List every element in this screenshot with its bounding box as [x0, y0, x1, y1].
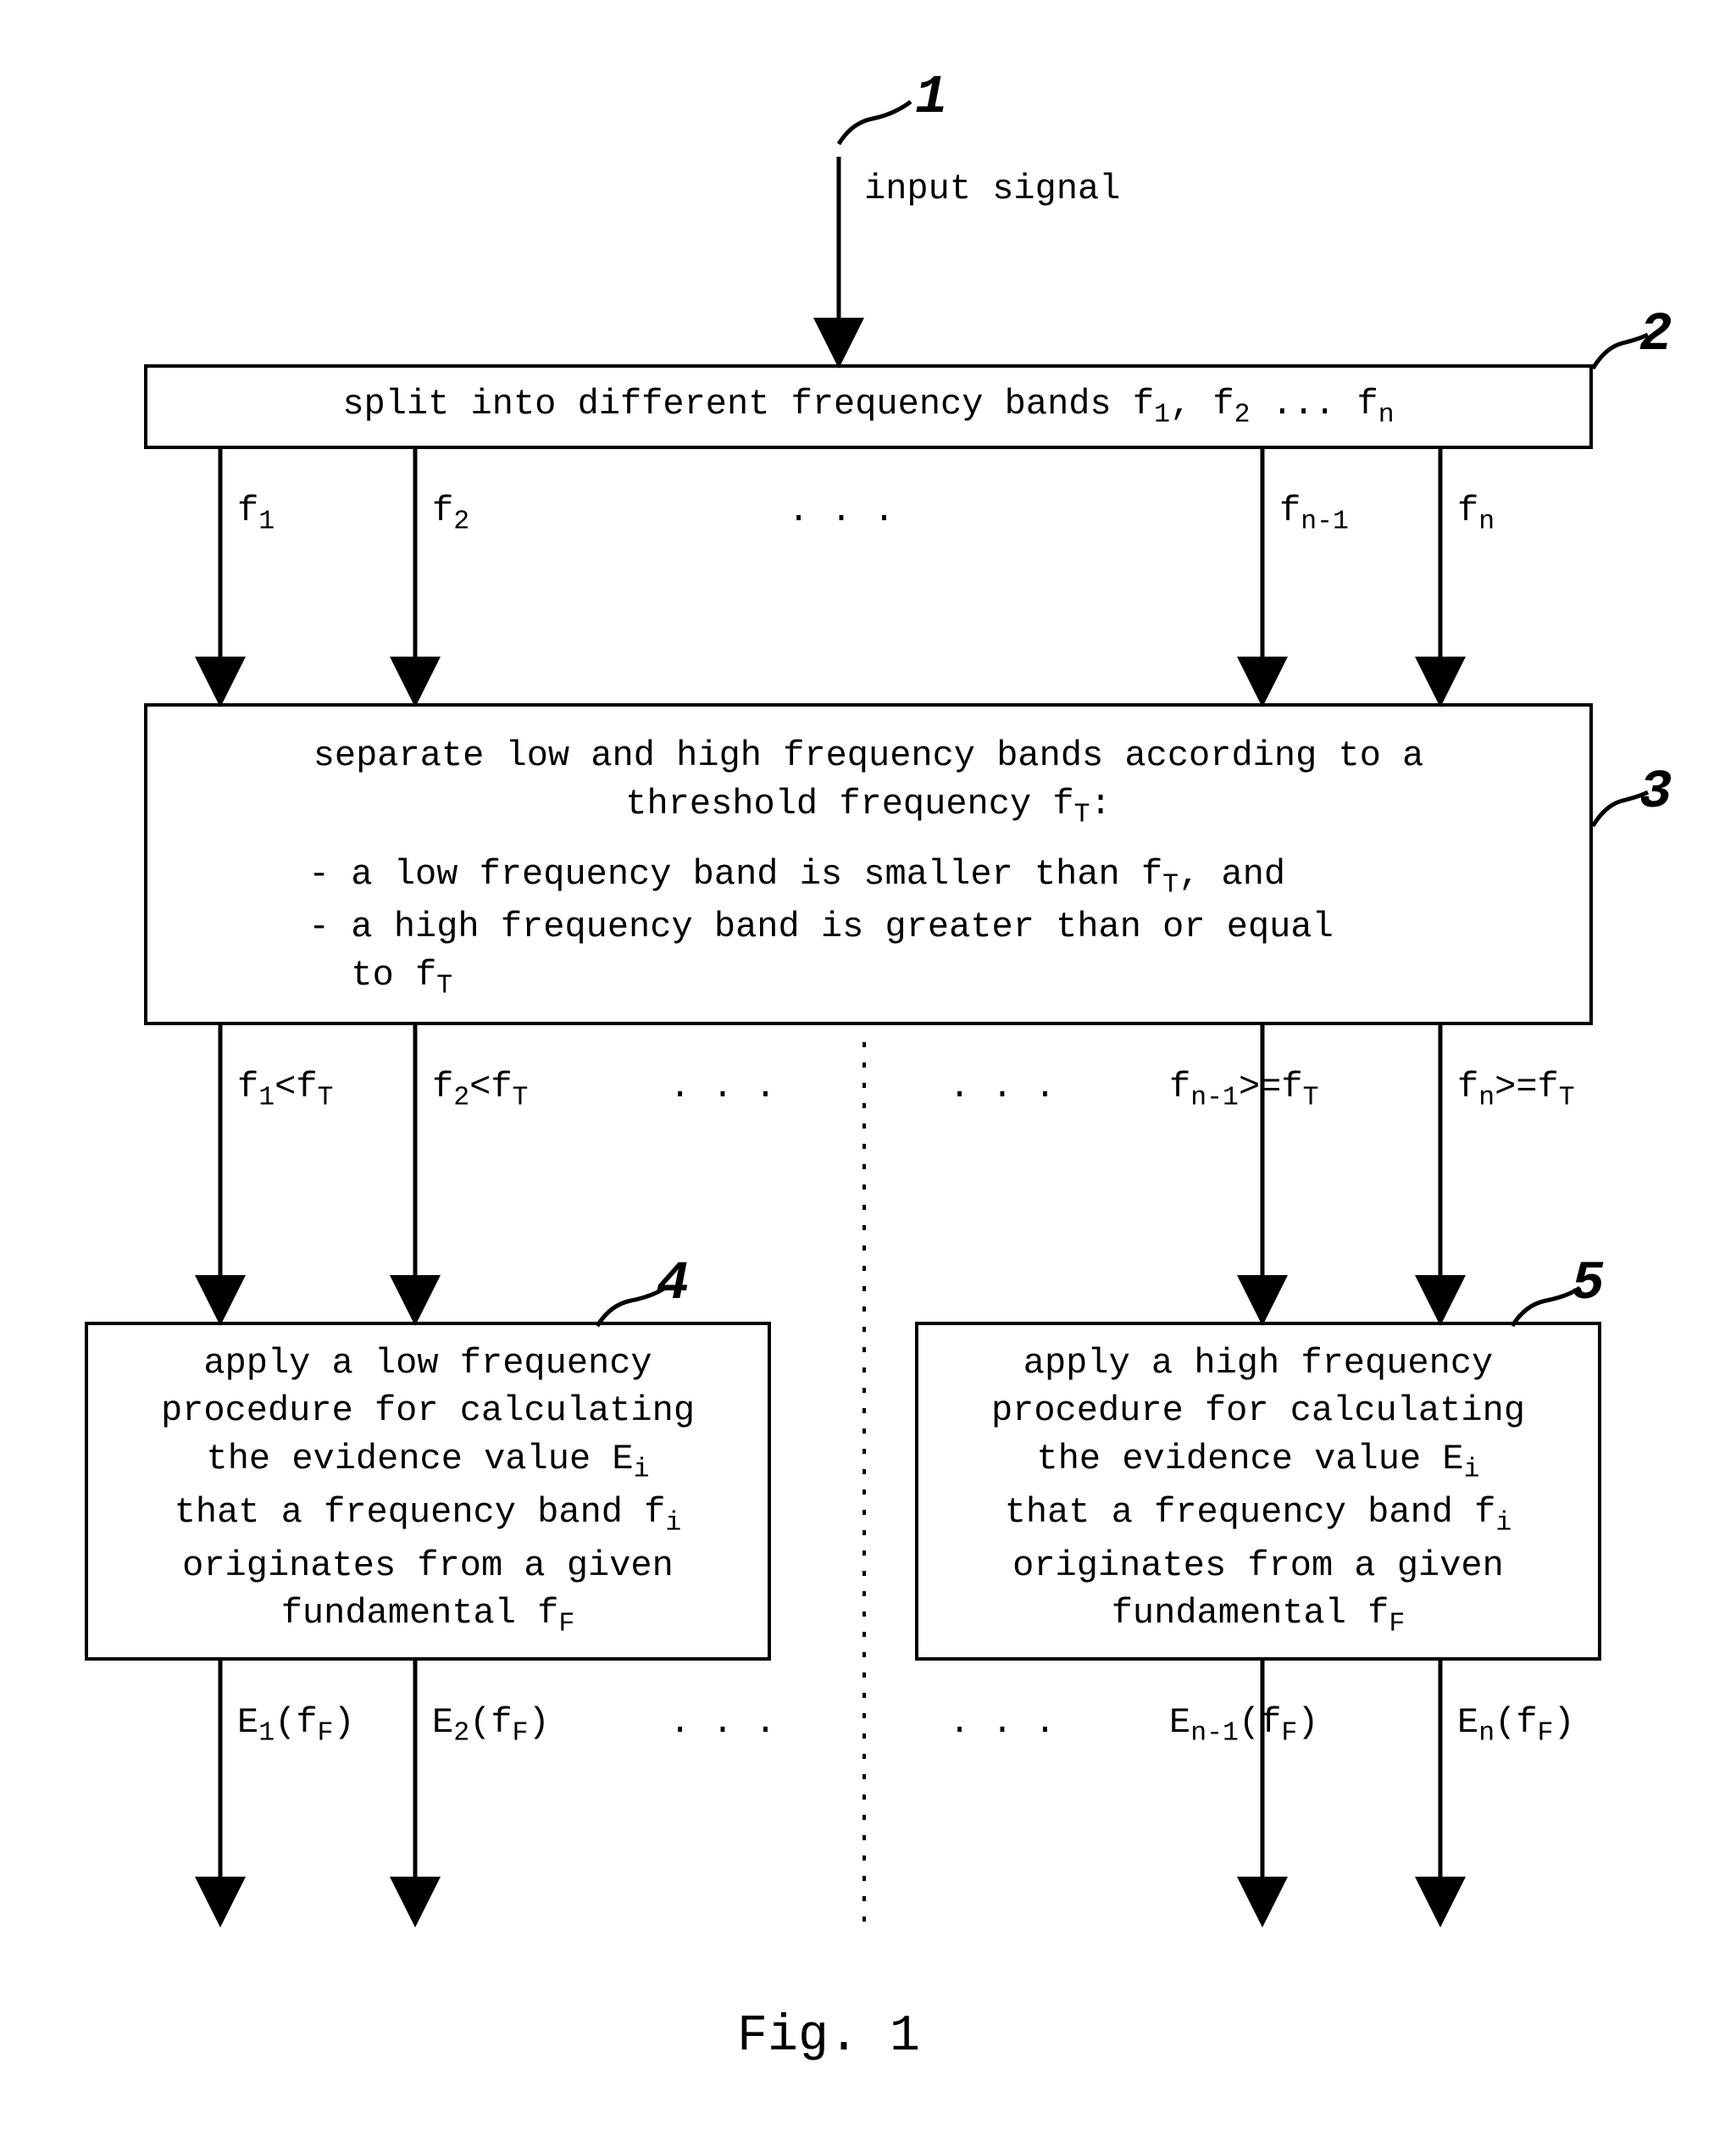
- box-split: split into different frequency bands f1,…: [144, 364, 1593, 449]
- label-f1t: f1<fT: [237, 1063, 333, 1117]
- label-fn1: fn-1: [1279, 487, 1349, 541]
- label-fn1t: fn-1>=fT: [1169, 1063, 1318, 1117]
- label-f2: f2: [432, 487, 469, 541]
- label-dots-b2: . . .: [949, 1063, 1056, 1112]
- label-fn: fn: [1457, 487, 1495, 541]
- ref-5: 5: [1572, 1254, 1604, 1315]
- box-separate: separate low and high frequency bands ac…: [144, 703, 1593, 1025]
- label-f1: f1: [237, 487, 275, 541]
- label-dots-a: . . .: [788, 487, 895, 535]
- box-high-proc: apply a high frequency procedure for cal…: [915, 1322, 1601, 1661]
- label-f2t: f2<fT: [432, 1063, 528, 1117]
- label-dots-c2: . . .: [949, 1699, 1056, 1747]
- figure-label: Fig. 1: [737, 2008, 920, 2066]
- input-signal-label: input signal: [864, 165, 1120, 214]
- label-dots-c1: . . .: [669, 1699, 776, 1747]
- ref-3: 3: [1639, 763, 1672, 824]
- label-e1: E1(fF): [237, 1699, 355, 1752]
- box-separate-bullets: - a low frequency band is smaller than f…: [173, 851, 1564, 1006]
- ref-2: 2: [1639, 305, 1672, 366]
- label-en: En(fF): [1457, 1699, 1575, 1752]
- label-e2: E2(fF): [432, 1699, 550, 1752]
- box-low-proc: apply a low frequency procedure for calc…: [85, 1322, 771, 1661]
- label-dots-b1: . . .: [669, 1063, 776, 1112]
- box-separate-line1: separate low and high frequency bands ac…: [173, 732, 1564, 834]
- ref-4: 4: [657, 1254, 689, 1315]
- label-fnt: fn>=fT: [1457, 1063, 1575, 1117]
- ref-1: 1: [915, 68, 947, 129]
- label-en1: En-1(fF): [1169, 1699, 1318, 1752]
- box-high-proc-text: apply a high frequency procedure for cal…: [944, 1340, 1572, 1644]
- box-low-proc-text: apply a low frequency procedure for calc…: [114, 1340, 742, 1644]
- box-split-text: split into different frequency bands f1,…: [173, 380, 1564, 434]
